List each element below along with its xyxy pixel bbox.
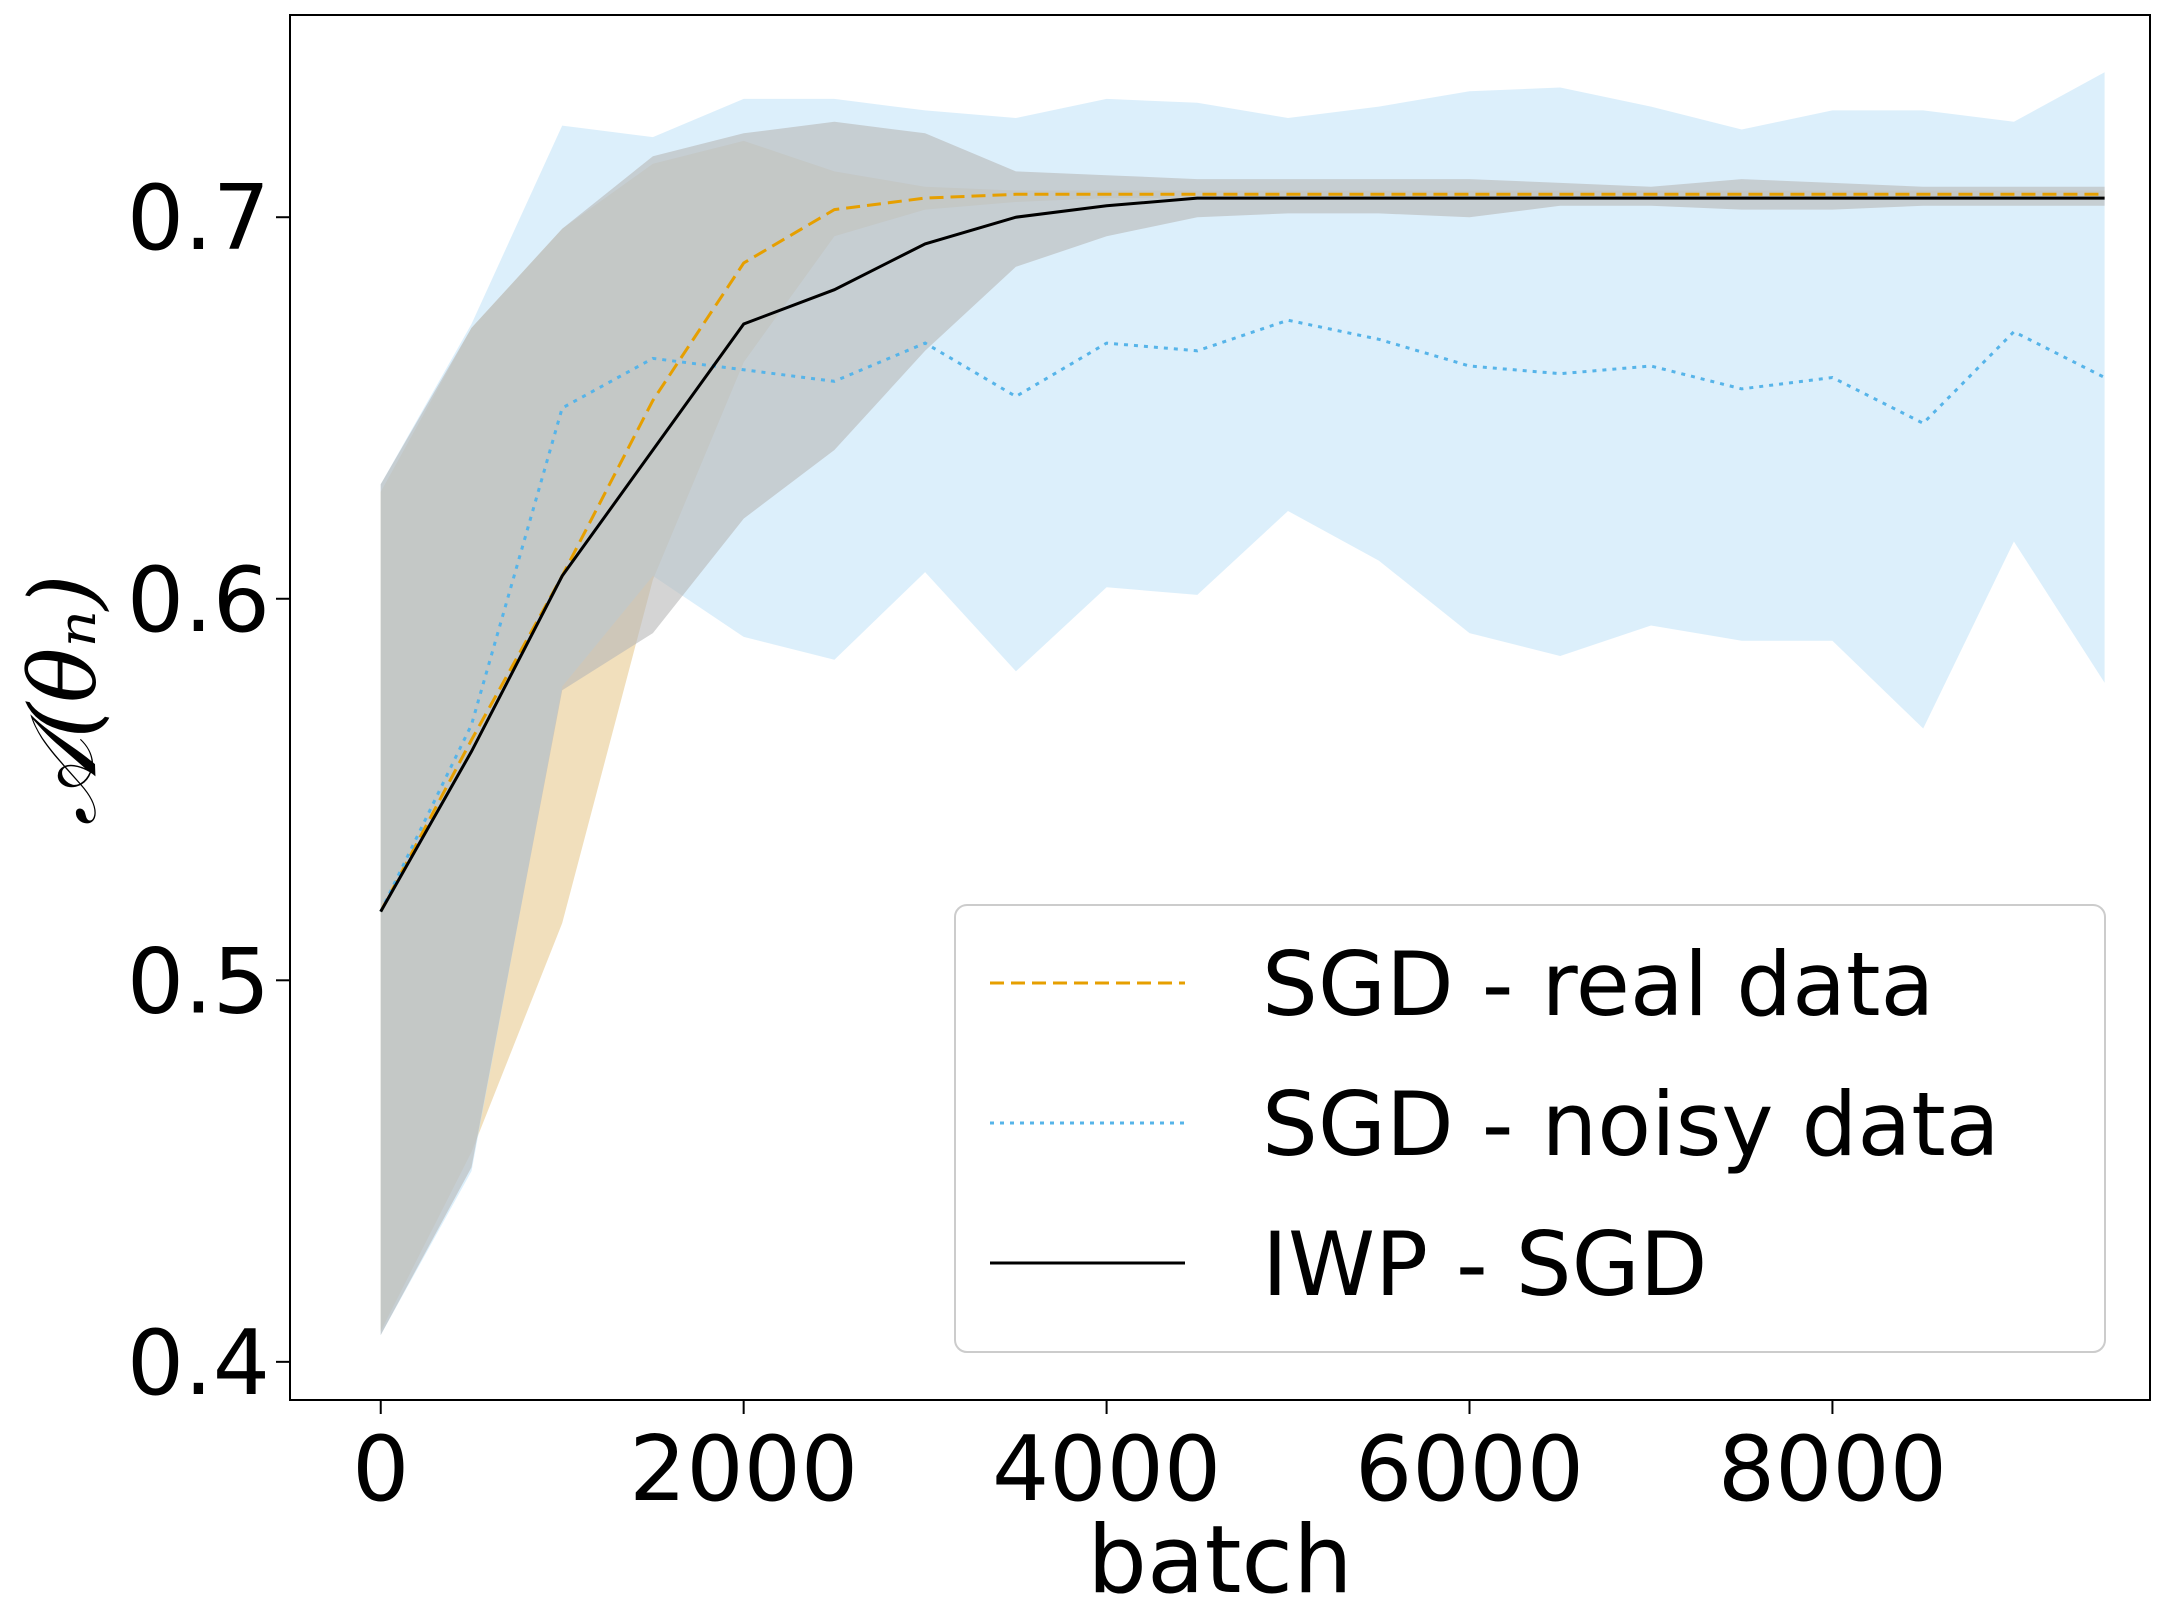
y-tick-label: 0.4	[127, 1311, 270, 1416]
x-tick-label: 2000	[629, 1417, 858, 1522]
series-line-3	[379, 196, 2105, 913]
x-tick-label: 6000	[1355, 1417, 1584, 1522]
plot-frame	[289, 14, 2151, 1401]
x-tick-label: 0	[352, 1417, 409, 1522]
y-axis-ticks: 0.4 0.5 0.6 0.7	[127, 166, 290, 1416]
confidence-band-3	[380, 121, 2105, 1336]
x-axis-ticks: 0 2000 4000 6000 8000	[352, 1400, 1947, 1522]
legend: SGD - real data SGD - noisy data IWP - SGD	[954, 904, 2106, 1353]
series-line-1	[379, 192, 2105, 913]
x-axis-label: batch	[1087, 1506, 1352, 1615]
x-tick-label: 8000	[1718, 1417, 1947, 1522]
series-lines	[379, 192, 2106, 913]
x-tick-label: 4000	[992, 1417, 1221, 1522]
legend-box	[954, 904, 2106, 1353]
y-axis-label: 𝒜(θₙ)	[10, 574, 117, 826]
y-tick-label: 0.5	[127, 929, 270, 1034]
y-tick-label: 0.7	[127, 166, 270, 271]
legend-label-1: SGD - real data	[1262, 933, 1934, 1036]
y-tick-label: 0.6	[127, 548, 270, 653]
series-line-2	[379, 318, 2106, 913]
legend-label-2: SGD - noisy data	[1262, 1073, 2000, 1176]
confidence-bands	[380, 72, 2105, 1336]
legend-label-3: IWP - SGD	[1262, 1213, 1708, 1316]
